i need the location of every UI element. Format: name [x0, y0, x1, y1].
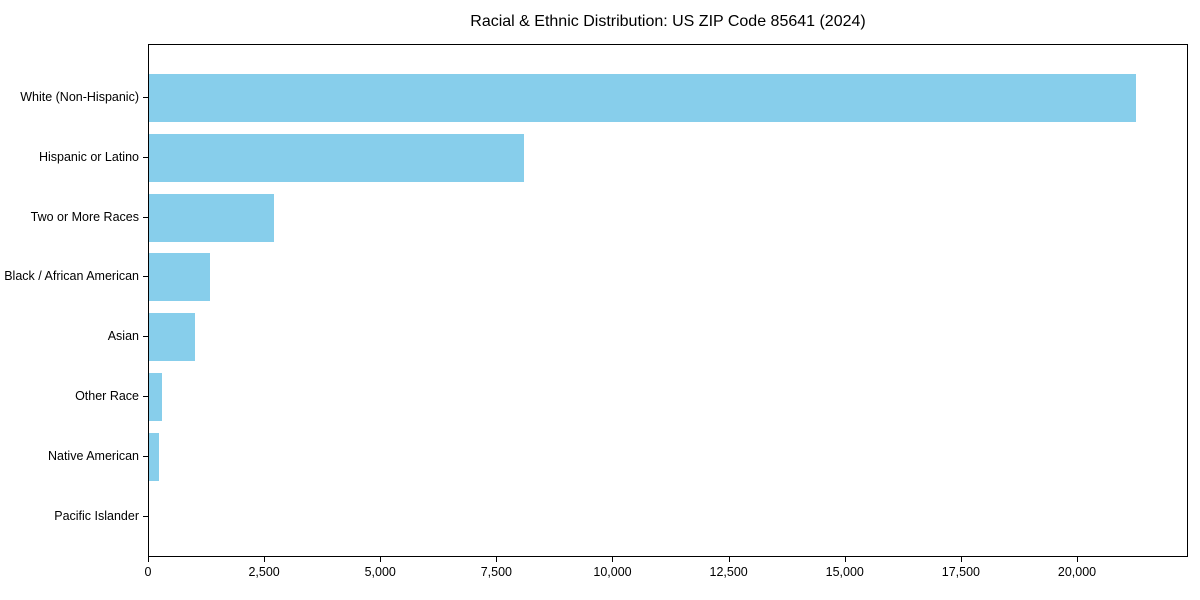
x-tick-label: 15,000	[825, 565, 864, 579]
y-tick	[143, 336, 148, 338]
x-tick	[960, 557, 962, 562]
y-tick	[143, 216, 148, 218]
x-tick	[264, 557, 266, 562]
x-tick-label: 7,500	[480, 565, 512, 579]
y-tick	[143, 515, 148, 517]
x-tick-label: 17,500	[941, 565, 980, 579]
bar	[149, 193, 274, 242]
bar	[149, 313, 195, 362]
x-tick	[148, 557, 149, 562]
y-tick	[143, 455, 148, 457]
y-tick	[143, 276, 148, 278]
x-tick-label: 20,000	[1057, 565, 1097, 579]
y-tick-label: Asian	[107, 329, 139, 344]
x-tick	[728, 557, 730, 562]
bar	[149, 133, 524, 182]
bar	[149, 432, 159, 481]
y-tick-label: Hispanic or Latino	[38, 149, 139, 164]
y-tick-label: Other Race	[75, 389, 139, 403]
x-tick	[380, 557, 382, 562]
bar	[149, 74, 1137, 122]
y-tick-label: Black / African American	[4, 269, 139, 284]
y-tick-label: Pacific Islander	[54, 508, 139, 523]
y-tick-label: Two or More Races	[30, 209, 139, 224]
bar	[149, 253, 210, 302]
x-tick	[844, 557, 846, 562]
x-tick-label: 0	[144, 565, 152, 579]
plot-area	[148, 44, 1188, 557]
x-tick-label: 5,000	[364, 565, 396, 579]
y-tick	[143, 396, 148, 397]
chart-title: Racial & Ethnic Distribution: US ZIP Cod…	[470, 13, 866, 30]
y-tick	[143, 97, 148, 98]
y-tick-label: White (Non-Hispanic)	[20, 90, 139, 104]
y-tick	[143, 156, 148, 158]
x-tick-label: 2,500	[248, 565, 280, 579]
x-tick-label: 10,000	[593, 565, 632, 579]
x-tick	[1076, 557, 1078, 562]
x-tick	[496, 557, 498, 562]
x-tick-label: 12,500	[709, 565, 748, 579]
y-tick-label: Native American	[47, 448, 139, 463]
bar	[149, 373, 162, 421]
x-tick	[612, 557, 614, 562]
